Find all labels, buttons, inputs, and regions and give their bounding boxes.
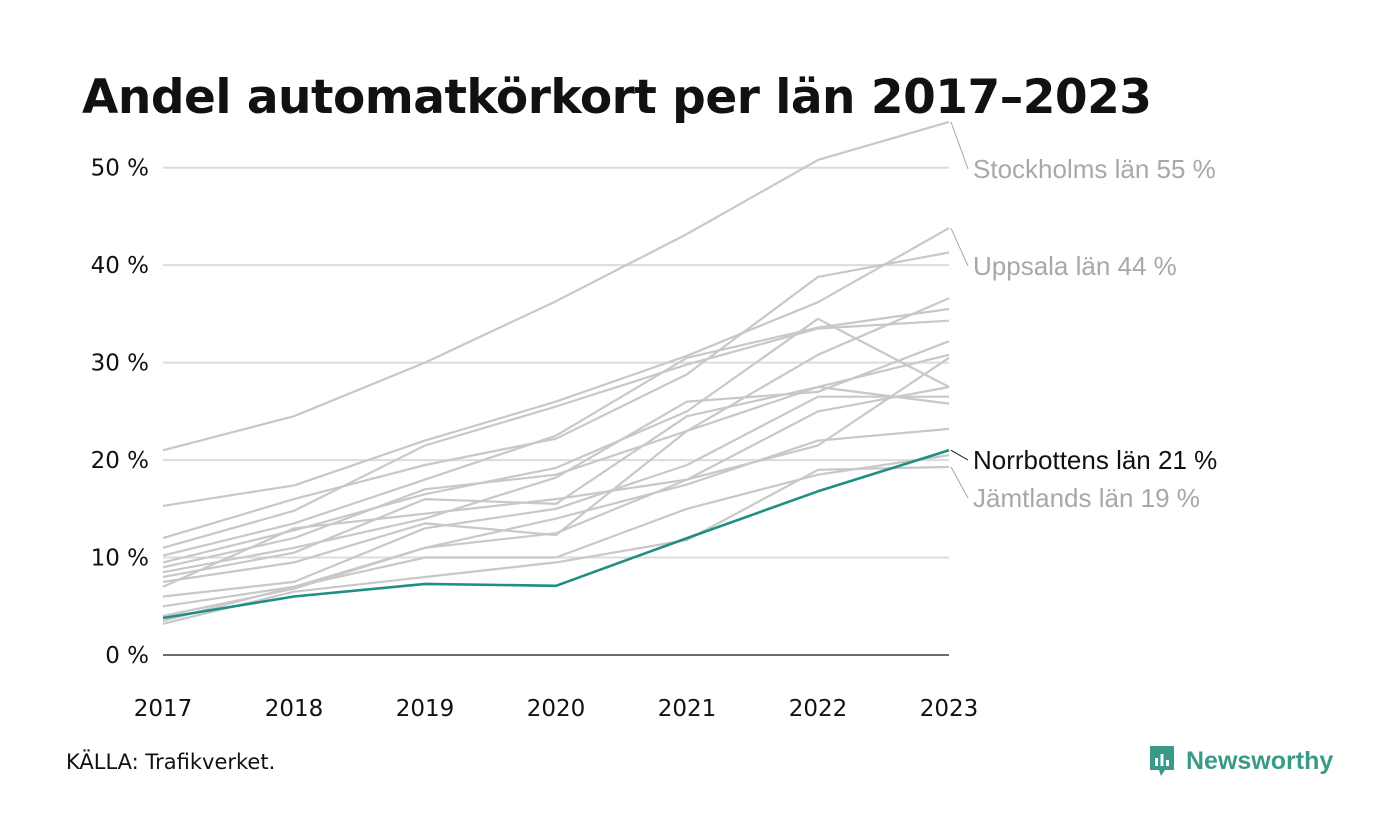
x-tick-label: 2019 [396, 696, 455, 722]
series-line [162, 385, 950, 583]
y-tick-label: 20 % [91, 448, 149, 474]
gridlines [163, 166, 949, 559]
series-end-label: Norrbottens län 21 % [973, 445, 1217, 475]
series-line [162, 297, 950, 569]
series-line [162, 319, 950, 549]
x-axis-ticks: 2017 2018 2019 2020 2021 2022 2023 [134, 696, 979, 722]
series-end-label: Jämtlands län 19 % [973, 483, 1200, 513]
series-end-labels: Stockholms län 55 % Uppsala län 44 % Jämtl… [950, 121, 1217, 513]
x-tick-label: 2022 [789, 696, 848, 722]
series-line [162, 395, 949, 598]
y-tick-label: 40 % [91, 253, 149, 279]
newsworthy-logo-icon [1150, 746, 1174, 776]
series-line [162, 449, 950, 620]
brand-logo: Newsworthy [1148, 744, 1333, 778]
label-leader-line [950, 121, 969, 170]
source-note: KÄLLA: Trafikverket. [66, 750, 276, 774]
series-line [162, 454, 950, 622]
brand-name: Newsworthy [1186, 746, 1334, 775]
series-line [162, 317, 950, 564]
chart-title: Andel automatkörkort per län 2017–2023 [82, 70, 1152, 125]
y-tick-label: 0 % [105, 643, 149, 669]
x-tick-label: 2023 [920, 696, 979, 722]
series-line [162, 251, 950, 540]
y-tick-label: 10 % [91, 546, 149, 572]
series-line [162, 427, 950, 618]
label-leader-line [950, 466, 969, 499]
series-line [162, 356, 950, 608]
y-axis-ticks: 0 % 10 % 20 % 30 % 40 % 50 % [91, 156, 149, 669]
series-line [162, 307, 950, 557]
series-end-label: Uppsala län 44 % [973, 251, 1177, 281]
label-leader-line [950, 227, 969, 267]
x-tick-label: 2018 [265, 696, 324, 722]
x-tick-label: 2020 [527, 696, 586, 722]
series-line [162, 340, 950, 574]
series-lines [162, 120, 950, 625]
series-line [162, 465, 950, 625]
series-line [162, 385, 950, 588]
x-tick-label: 2017 [134, 696, 193, 722]
series-end-label: Stockholms län 55 % [973, 154, 1216, 184]
x-tick-label: 2021 [658, 696, 717, 722]
y-tick-label: 50 % [91, 156, 149, 182]
label-leader-line [950, 449, 969, 461]
y-tick-label: 30 % [91, 351, 149, 377]
series-line [162, 120, 950, 452]
series-line [162, 227, 950, 507]
